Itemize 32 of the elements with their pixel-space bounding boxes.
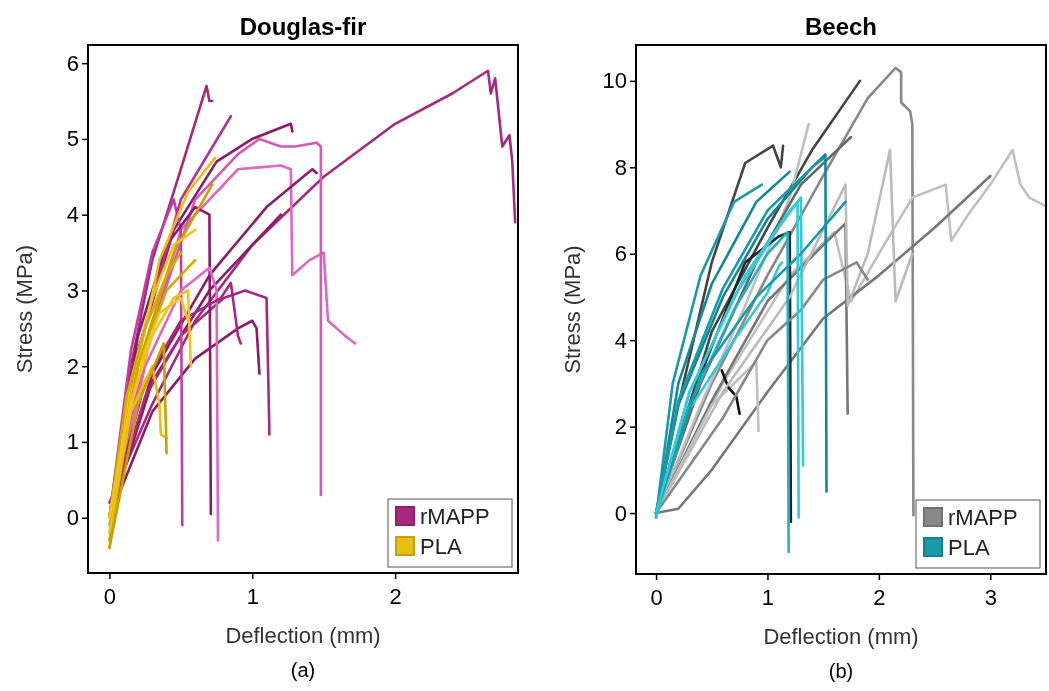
y-tick-label: 0 xyxy=(614,500,627,526)
text: (b) xyxy=(828,660,854,682)
legend-label: rMAPP xyxy=(948,505,1018,530)
y-tick-label: 0 xyxy=(66,505,79,531)
y-tick-label: 4 xyxy=(614,327,627,353)
y-tick-label: 5 xyxy=(66,126,79,152)
legend-label: rMAPP xyxy=(420,504,490,529)
y-axis-title: Stress (MPa) xyxy=(12,244,37,374)
y-tick-label: 4 xyxy=(66,202,79,228)
y-tick-label: 6 xyxy=(614,241,627,267)
x-tick-label: 0 xyxy=(650,585,663,610)
text: (a) xyxy=(290,659,316,681)
x-tick-label: 3 xyxy=(984,585,997,610)
y-axis-title: Stress (MPa) xyxy=(560,245,585,374)
x-tick-label: 2 xyxy=(873,585,886,610)
x-axis-title: Deflection (mm) xyxy=(225,623,381,648)
legend-label: PLA xyxy=(420,534,462,559)
y-tick-label: 6 xyxy=(66,50,79,76)
y-tick-label: 1 xyxy=(66,429,79,455)
legend-label: PLA xyxy=(948,535,990,560)
y-tick-label: 3 xyxy=(66,277,79,303)
y-tick-label: 2 xyxy=(66,353,79,379)
x-tick-label: 2 xyxy=(389,584,402,609)
x-tick-label: 1 xyxy=(246,584,259,609)
chart-title: Beech xyxy=(804,13,878,40)
x-tick-label: 1 xyxy=(761,585,775,610)
y-tick-label: 8 xyxy=(614,154,627,180)
y-tick-label: 10 xyxy=(602,68,627,94)
chart-title: Douglas-fir xyxy=(239,13,367,40)
x-axis-title: Deflection (mm) xyxy=(763,624,919,649)
x-tick-label: 0 xyxy=(103,584,117,609)
y-tick-label: 2 xyxy=(614,414,627,440)
